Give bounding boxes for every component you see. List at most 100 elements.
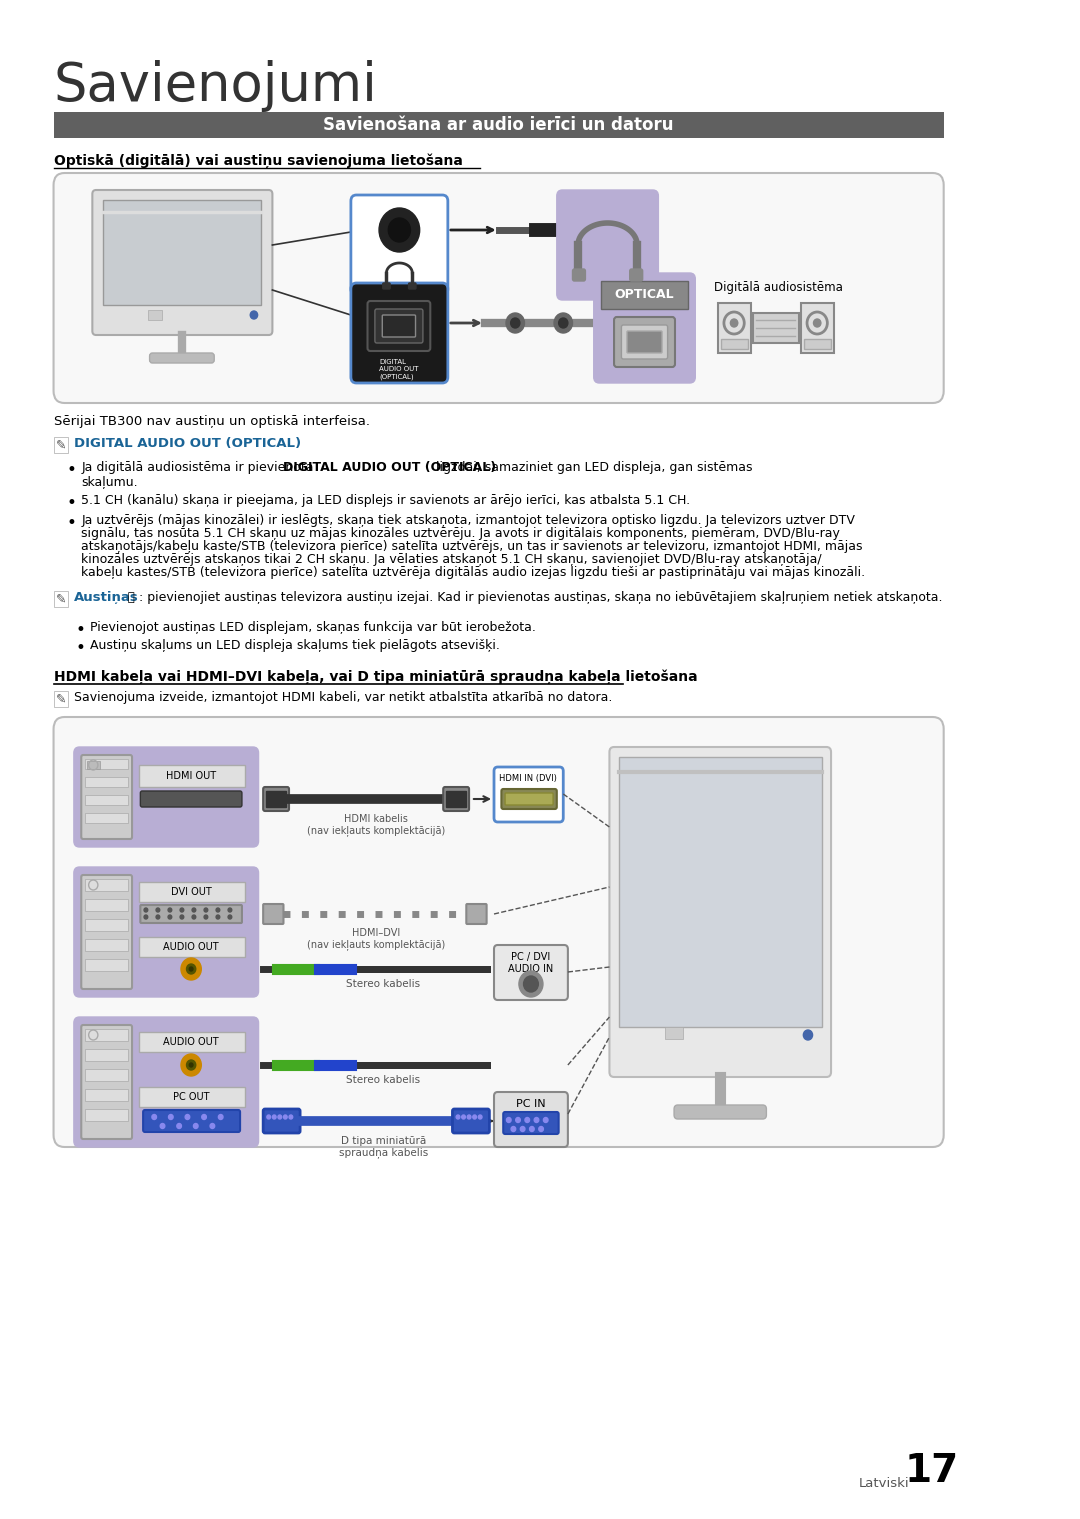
FancyBboxPatch shape: [264, 1109, 300, 1133]
Text: HDMI–DVI
(nav iekļauts komplektācijā): HDMI–DVI (nav iekļauts komplektācijā): [307, 928, 445, 951]
Circle shape: [554, 313, 572, 333]
Circle shape: [228, 914, 232, 919]
Bar: [85, 1069, 129, 1082]
Text: PC IN: PC IN: [516, 1100, 545, 1109]
Bar: [54, 691, 68, 706]
FancyBboxPatch shape: [382, 314, 416, 337]
Bar: [753, 313, 799, 343]
FancyBboxPatch shape: [627, 331, 662, 352]
Text: ✎: ✎: [56, 592, 66, 606]
Circle shape: [511, 317, 519, 328]
Circle shape: [204, 914, 207, 919]
Text: kabeļu kastes/STB (televizora pierīce) satelīta uztvērēja digitālās audio izejas: kabeļu kastes/STB (televizora pierīce) s…: [81, 567, 865, 579]
Bar: [85, 794, 129, 805]
Text: Savienojumi: Savienojumi: [54, 59, 377, 112]
Circle shape: [218, 1115, 222, 1120]
Bar: [85, 1028, 129, 1041]
Bar: [85, 899, 129, 911]
FancyBboxPatch shape: [81, 1025, 132, 1139]
Text: HDMI OUT: HDMI OUT: [166, 772, 216, 781]
Bar: [85, 760, 129, 769]
Text: Latviski: Latviski: [859, 1476, 909, 1490]
Circle shape: [228, 908, 232, 911]
FancyBboxPatch shape: [351, 194, 448, 295]
Bar: [54, 437, 68, 453]
Text: •: •: [67, 460, 77, 478]
Bar: [266, 791, 286, 807]
Circle shape: [379, 208, 420, 252]
Text: OPTICAL: OPTICAL: [615, 289, 674, 301]
FancyBboxPatch shape: [615, 317, 675, 368]
Circle shape: [478, 1115, 482, 1120]
Text: atskaņotājs/kabeļu kaste/STB (televizora pierīce) satelīta uztvērējs, un tas ir : atskaņotājs/kabeļu kaste/STB (televizora…: [81, 539, 863, 553]
Circle shape: [177, 1124, 181, 1129]
Text: •: •: [76, 639, 85, 658]
Text: Optiskā (digitālā) vai austiņu savienojuma lietošana: Optiskā (digitālā) vai austiņu savienoju…: [54, 153, 462, 167]
Text: 5.1 CH (kanālu) skaņa ir pieejama, ja LED displejs ir savienots ar ārējo ierīci,: 5.1 CH (kanālu) skaņa ir pieejama, ja LE…: [81, 494, 690, 507]
Circle shape: [804, 1030, 812, 1041]
Text: ✎: ✎: [56, 439, 66, 451]
Bar: [138, 937, 245, 957]
Circle shape: [525, 1118, 529, 1123]
Bar: [85, 1050, 129, 1060]
Text: PC OUT: PC OUT: [173, 1092, 210, 1101]
FancyBboxPatch shape: [264, 787, 289, 811]
Circle shape: [192, 908, 195, 911]
FancyBboxPatch shape: [264, 904, 283, 924]
Circle shape: [543, 1118, 548, 1123]
Circle shape: [187, 965, 195, 974]
FancyBboxPatch shape: [382, 283, 390, 289]
Circle shape: [267, 1115, 271, 1120]
Circle shape: [189, 968, 193, 971]
Text: AUDIO IN: AUDIO IN: [509, 965, 554, 974]
Circle shape: [193, 1124, 198, 1129]
Circle shape: [272, 1115, 276, 1120]
Circle shape: [518, 971, 543, 996]
Bar: [138, 1088, 245, 1107]
Circle shape: [168, 914, 172, 919]
Bar: [85, 919, 129, 931]
Circle shape: [168, 1115, 173, 1120]
Text: Stereo kabelis: Stereo kabelis: [347, 980, 420, 989]
Circle shape: [181, 958, 201, 980]
Bar: [85, 939, 129, 951]
FancyBboxPatch shape: [443, 787, 469, 811]
FancyBboxPatch shape: [494, 1092, 568, 1147]
Bar: [85, 813, 129, 823]
Circle shape: [152, 1115, 157, 1120]
FancyBboxPatch shape: [501, 788, 557, 810]
Circle shape: [813, 319, 821, 327]
Circle shape: [160, 1124, 165, 1129]
FancyBboxPatch shape: [144, 1110, 240, 1132]
FancyBboxPatch shape: [81, 755, 132, 838]
Circle shape: [558, 317, 568, 328]
Circle shape: [216, 914, 219, 919]
FancyBboxPatch shape: [467, 904, 487, 924]
Text: : pievienojiet austiņas televizora austiņu izejai. Kad ir pievienotas austiņas, : : pievienojiet austiņas televizora austi…: [138, 591, 942, 605]
Bar: [721, 339, 748, 349]
Text: kinozāles uztvērējs atskaņos tikai 2 CH skaņu. Ja vēlaties atskaņot 5.1 CH skaņu: kinozāles uztvērējs atskaņos tikai 2 CH …: [81, 553, 822, 567]
Bar: [54, 591, 68, 608]
Bar: [104, 201, 261, 305]
Text: AUDIO OUT: AUDIO OUT: [163, 942, 219, 952]
FancyBboxPatch shape: [630, 269, 643, 281]
Circle shape: [389, 219, 410, 242]
Text: ✎: ✎: [56, 693, 66, 705]
Circle shape: [180, 914, 184, 919]
Bar: [54, 112, 944, 138]
Bar: [446, 791, 467, 807]
FancyBboxPatch shape: [150, 352, 214, 363]
Circle shape: [289, 1115, 293, 1120]
Circle shape: [202, 1115, 206, 1120]
Circle shape: [461, 1115, 465, 1120]
Bar: [602, 281, 688, 308]
Circle shape: [283, 1115, 287, 1120]
Bar: [801, 302, 834, 352]
Text: HDMI kabeļa vai HDMI–DVI kabeļa, vai D tipa miniatūrā spraudņa kabeļa lietošana: HDMI kabeļa vai HDMI–DVI kabeļa, vai D t…: [54, 668, 698, 684]
Text: DIGITAL AUDIO OUT (OPTICAL): DIGITAL AUDIO OUT (OPTICAL): [283, 460, 496, 474]
Bar: [85, 1109, 129, 1121]
Text: D tipa miniatūrā
spraudņa kabelis: D tipa miniatūrā spraudņa kabelis: [338, 1136, 428, 1159]
Text: DIGITAL AUDIO OUT (OPTICAL): DIGITAL AUDIO OUT (OPTICAL): [73, 437, 301, 450]
Circle shape: [189, 1063, 193, 1066]
Circle shape: [473, 1115, 476, 1120]
